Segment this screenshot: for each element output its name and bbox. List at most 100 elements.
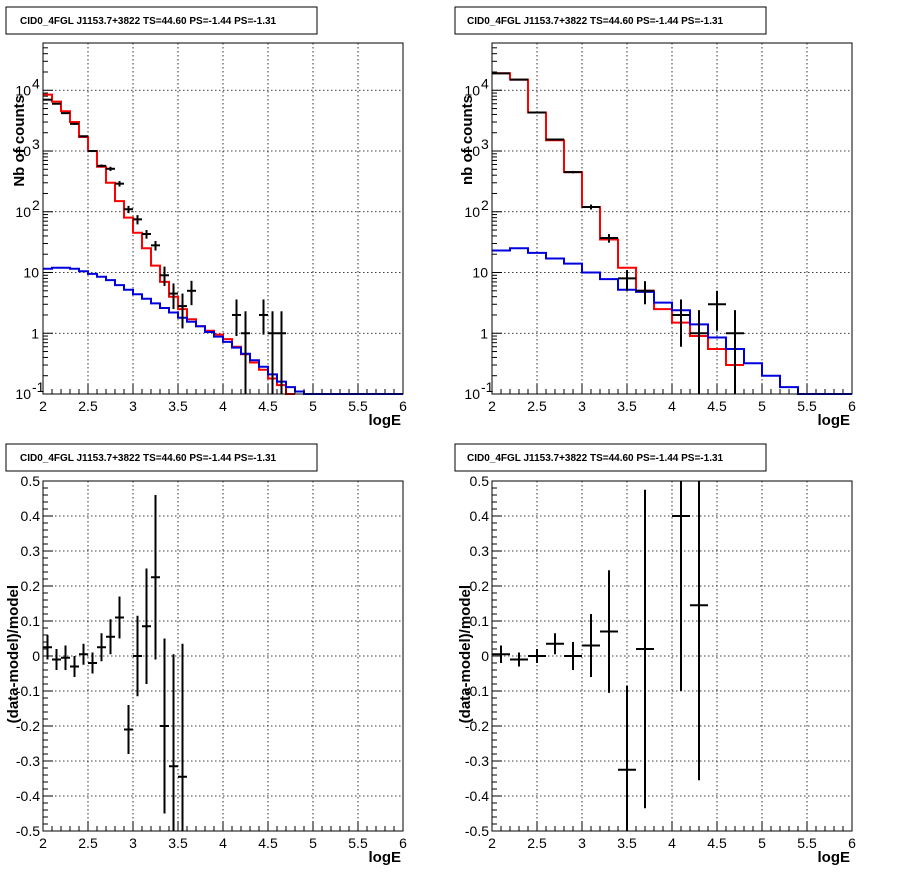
y-tick-label: -0.1 (16, 683, 40, 699)
plot-area (492, 481, 708, 831)
x-tick-label: 6 (848, 398, 856, 414)
x-tick-label: 4 (219, 398, 227, 414)
x-tick-label: 3.5 (617, 835, 637, 851)
x-tick-label: 2 (488, 835, 496, 851)
data-point (97, 164, 106, 168)
data-point (79, 643, 88, 665)
data-point (672, 299, 690, 347)
data-point (636, 281, 654, 305)
data-point (106, 619, 115, 655)
data-point (618, 685, 636, 831)
y-tick-exponent: 4 (32, 75, 40, 91)
y-tick-label: -0.3 (465, 753, 489, 769)
x-tick-label: 3 (129, 835, 137, 851)
y-tick-label: -0.5 (465, 823, 489, 839)
y-tick-label: 10 (15, 143, 31, 159)
y-tick-label: -0.1 (465, 683, 489, 699)
y-tick-label: 0 (481, 648, 489, 664)
data-point (61, 112, 70, 115)
data-point (133, 615, 142, 697)
data-point (70, 656, 79, 677)
x-axis-label: logE (369, 849, 402, 866)
x-tick-label: 2.5 (78, 398, 98, 414)
data-point (106, 166, 115, 171)
x-tick-label: 4.5 (707, 398, 727, 414)
y-tick-label: 10 (23, 265, 39, 281)
data-point (600, 570, 618, 693)
y-tick-exponent: -1 (481, 379, 494, 395)
x-tick-label: 4 (219, 835, 227, 851)
y-tick-label: 10 (464, 386, 480, 402)
data-point (277, 311, 286, 394)
data-point (600, 234, 618, 243)
y-axis-label: (data-model)/model (457, 585, 474, 723)
y-tick-label: 10 (15, 204, 31, 220)
data-point (268, 311, 277, 394)
y-tick-label: -0.2 (16, 718, 40, 734)
data-point (169, 654, 178, 831)
data-point (160, 266, 169, 286)
x-tick-label: 2 (39, 398, 47, 414)
data-point (115, 181, 124, 187)
data-point (708, 290, 726, 331)
x-axis-label: logE (818, 412, 851, 429)
data-point (492, 645, 510, 663)
x-tick-label: 2 (39, 835, 47, 851)
data-point (690, 310, 708, 394)
x-tick-label: 3 (578, 835, 586, 851)
data-point (124, 205, 133, 214)
y-tick-label: 0.2 (21, 578, 41, 594)
x-tick-label: 2.5 (527, 398, 547, 414)
axis-ticks: 2 2.5 3 3.5 4 4.5 5 5.5 6 -0.5 -0.4 -0.3 -0.2 -0.1 0 0.… (465, 473, 856, 851)
y-tick-label: 0.3 (21, 543, 41, 559)
residuals-panel-left: CID0_4FGL J1153.7+3822 TS=44.60 PS=-1.44… (5, 443, 407, 866)
y-tick-exponent: 3 (32, 136, 40, 152)
y-axis-label: Nb of counts (11, 95, 28, 187)
x-tick-label: 6 (848, 835, 856, 851)
x-axis-label: logE (818, 849, 851, 866)
total-model-histogram (43, 93, 295, 395)
data-point (564, 642, 582, 670)
x-tick-label: 3 (129, 398, 137, 414)
y-tick-label: -0.4 (465, 788, 489, 804)
y-tick-label: 10 (472, 265, 488, 281)
data-point (61, 645, 70, 670)
x-tick-label: 6 (399, 398, 407, 414)
x-tick-label: 3.5 (168, 835, 188, 851)
y-tick-label: 0.5 (470, 473, 490, 489)
data-point (232, 299, 241, 337)
data-point (160, 638, 169, 814)
data-point (510, 652, 528, 667)
y-tick-label: 1 (480, 325, 488, 341)
x-tick-label: 5.5 (797, 835, 817, 851)
data-point (169, 283, 178, 310)
panel-title: CID0_4FGL J1153.7+3822 TS=44.60 PS=-1.44… (467, 453, 724, 464)
y-tick-label: 0.1 (21, 613, 41, 629)
data-point (187, 280, 196, 306)
counts-panel-right: CID0_4FGL J1153.7+3822 TS=44.60 PS=-1.44… (454, 6, 856, 429)
y-axis-label: (data-model)/model (5, 585, 22, 723)
data-point (124, 705, 133, 754)
data-point (43, 635, 52, 660)
data-point (151, 495, 160, 660)
data-point (672, 481, 690, 691)
x-tick-label: 4.5 (707, 835, 727, 851)
x-tick-label: 5 (309, 398, 317, 414)
grid (43, 481, 403, 831)
data-point (546, 633, 564, 655)
y-tick-label: 0.5 (21, 473, 41, 489)
data-point (259, 299, 268, 335)
panel-title-box (454, 6, 767, 35)
data-point (636, 489, 654, 809)
y-tick-label: 10 (464, 143, 480, 159)
y-tick-label: 10 (15, 386, 31, 402)
y-tick-label: -0.4 (16, 788, 40, 804)
y-tick-label: 0.2 (470, 578, 490, 594)
panel-title: CID0_4FGL J1153.7+3822 TS=44.60 PS=-1.44… (20, 16, 277, 27)
panel-title: CID0_4FGL J1153.7+3822 TS=44.60 PS=-1.44… (467, 16, 724, 27)
data-point (79, 135, 88, 138)
panel-title-box (5, 6, 318, 35)
x-tick-label: 5.5 (348, 398, 368, 414)
x-tick-label: 2.5 (527, 835, 547, 851)
